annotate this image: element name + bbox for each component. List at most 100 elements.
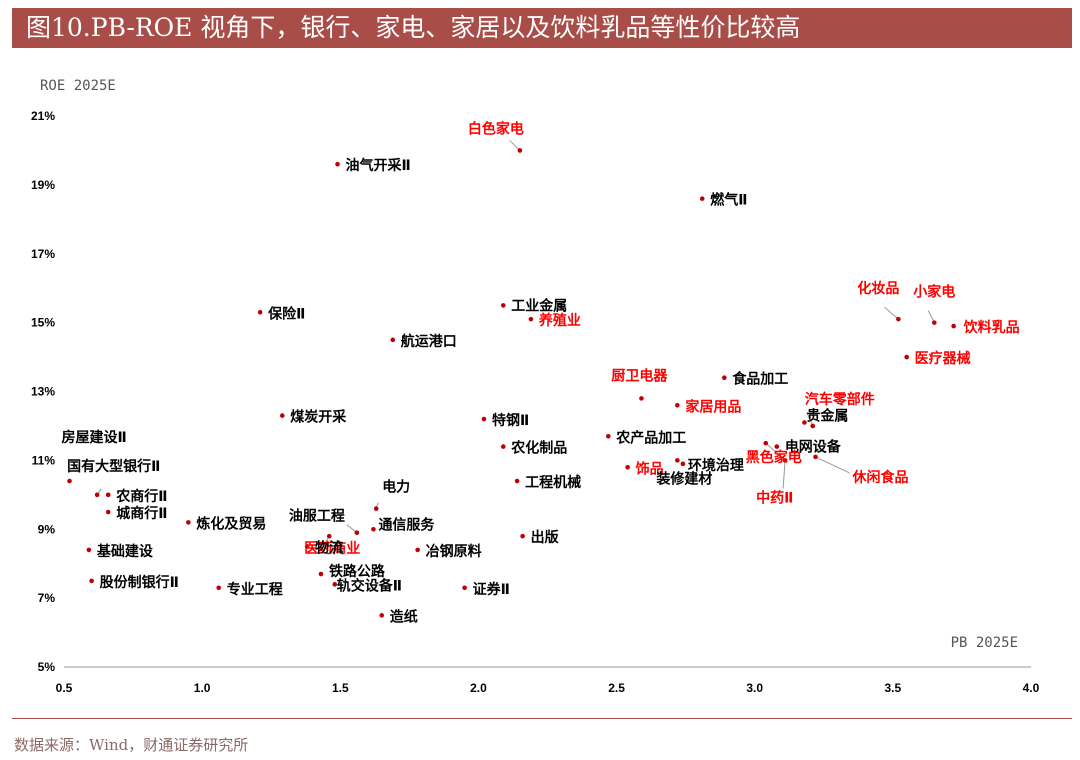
y-tick-label: 21% bbox=[31, 109, 55, 123]
point-label: 农产品加工 bbox=[615, 429, 686, 446]
point-label: 农商行Ⅱ bbox=[115, 488, 167, 505]
scatter-point bbox=[699, 196, 705, 201]
point-label: 油气开采Ⅱ bbox=[346, 157, 411, 174]
y-tick-label: 15% bbox=[31, 316, 55, 330]
point-label: 小家电 bbox=[913, 284, 955, 301]
x-tick-label: 3.0 bbox=[746, 681, 763, 695]
scatter-point bbox=[639, 396, 644, 401]
scatter-point bbox=[105, 492, 111, 498]
point-label: 轨交设备Ⅱ bbox=[337, 577, 402, 594]
x-tick-label: 4.0 bbox=[1023, 681, 1040, 695]
point-label: 化妆品 bbox=[857, 280, 899, 297]
scatter-point bbox=[605, 433, 611, 439]
scatter-point bbox=[520, 533, 525, 539]
y-tick-label: 19% bbox=[31, 178, 55, 192]
point-label: 专业工程 bbox=[227, 581, 283, 598]
scatter-point bbox=[675, 458, 680, 463]
scatter-point bbox=[371, 526, 376, 532]
figure-title: 图10.PB-ROE 视角下，银行、家电、家居以及饮料乳品等性价比较高 bbox=[26, 13, 801, 42]
point-label: 医疗器械 bbox=[915, 350, 971, 367]
scatter-point bbox=[904, 354, 909, 360]
data-points bbox=[67, 148, 956, 618]
point-label: 贵金属 bbox=[806, 407, 848, 424]
scatter-point bbox=[86, 547, 92, 553]
point-label: 黑色家电 bbox=[746, 449, 802, 466]
scatter-point bbox=[528, 316, 534, 322]
point-label: 工业金属 bbox=[511, 297, 567, 314]
footer-divider bbox=[12, 718, 1072, 719]
scatter-point bbox=[517, 148, 523, 153]
x-tick-label: 2.5 bbox=[608, 681, 625, 695]
point-label: 电力 bbox=[382, 479, 410, 496]
y-axis-title: ROE 2025E bbox=[40, 78, 116, 94]
point-label: 煤炭开采 bbox=[290, 409, 347, 426]
point-label: 特钢Ⅱ bbox=[492, 412, 529, 429]
point-label: 医药商业 bbox=[304, 540, 360, 557]
scatter-point bbox=[326, 533, 332, 539]
point-label: 基础建设 bbox=[97, 543, 154, 560]
title-bar: 图10.PB-ROE 视角下，银行、家电、家居以及饮料乳品等性价比较高 bbox=[12, 8, 1072, 48]
y-tick-labels: 5% 7% 9% 11% 13% 15% 17% 19% 21% bbox=[31, 109, 55, 674]
scatter-point bbox=[89, 578, 94, 584]
scatter-point bbox=[932, 320, 937, 325]
scatter-point bbox=[680, 461, 686, 467]
point-label: 食品加工 bbox=[732, 371, 788, 388]
scatter-point bbox=[810, 423, 816, 429]
scatter-point bbox=[257, 309, 263, 315]
scatter-point bbox=[481, 416, 487, 422]
scatter-point bbox=[279, 413, 285, 418]
scatter-point bbox=[813, 454, 818, 460]
point-label: 证券Ⅱ bbox=[473, 581, 510, 598]
scatter-point bbox=[373, 506, 379, 511]
x-tick-label: 1.5 bbox=[332, 681, 349, 695]
scatter-point bbox=[216, 585, 222, 591]
point-label: 炼化及贸易 bbox=[196, 515, 266, 532]
point-label: 休闲食品 bbox=[851, 469, 908, 486]
scatter-point bbox=[415, 547, 420, 553]
point-label: 电网设备 bbox=[785, 439, 842, 456]
y-tick-label: 7% bbox=[38, 591, 56, 605]
scatter-point bbox=[318, 571, 324, 577]
scatter-point bbox=[722, 375, 727, 381]
x-tick-label: 1.0 bbox=[194, 681, 211, 695]
point-label: 工程机械 bbox=[525, 474, 581, 491]
point-label: 保险Ⅱ bbox=[267, 305, 305, 322]
y-tick-label: 13% bbox=[31, 385, 55, 399]
scatter-point bbox=[332, 582, 338, 587]
point-label: 饰品 bbox=[636, 460, 664, 477]
scatter-point bbox=[94, 492, 100, 498]
point-label: 汽车零部件 bbox=[805, 391, 875, 408]
point-label: 国有大型银行Ⅱ bbox=[67, 458, 160, 475]
point-label: 造纸 bbox=[390, 608, 418, 625]
scatter-point bbox=[354, 530, 360, 535]
point-label: 通信服务 bbox=[378, 516, 435, 533]
leader-line bbox=[782, 460, 786, 489]
x-tick-label: 3.5 bbox=[885, 681, 902, 695]
scatter-point bbox=[500, 303, 506, 308]
scatter-point bbox=[335, 161, 340, 167]
scatter-point bbox=[951, 323, 956, 329]
scatter-point bbox=[500, 444, 506, 449]
scatter-point bbox=[514, 478, 520, 484]
point-label: 家居用品 bbox=[685, 398, 741, 415]
point-label: 养殖业 bbox=[538, 312, 581, 329]
point-label: 冶钢原料 bbox=[426, 543, 482, 560]
x-tick-labels: 0.5 1.0 1.5 2.0 2.5 3.0 3.5 4.0 bbox=[56, 681, 1040, 695]
y-tick-label: 17% bbox=[31, 247, 55, 261]
point-label: 城商行Ⅱ bbox=[116, 505, 167, 522]
scatter-point bbox=[763, 440, 769, 446]
scatter-point bbox=[390, 337, 396, 343]
scatter-point bbox=[379, 613, 385, 618]
point-label: 饮料乳品 bbox=[963, 319, 1020, 336]
point-label: 航运港口 bbox=[401, 333, 457, 350]
point-label: 物流 bbox=[315, 539, 343, 556]
source-note: 数据来源：Wind，财通证券研究所 bbox=[14, 736, 249, 754]
point-label: 股份制银行Ⅱ bbox=[100, 574, 179, 591]
leader-line bbox=[884, 306, 899, 320]
point-label: 房屋建设Ⅱ bbox=[62, 429, 127, 446]
x-tick-label: 2.0 bbox=[470, 681, 487, 695]
point-label: 出版 bbox=[531, 529, 559, 546]
y-tick-label: 9% bbox=[38, 522, 56, 536]
leader-line bbox=[815, 456, 850, 474]
